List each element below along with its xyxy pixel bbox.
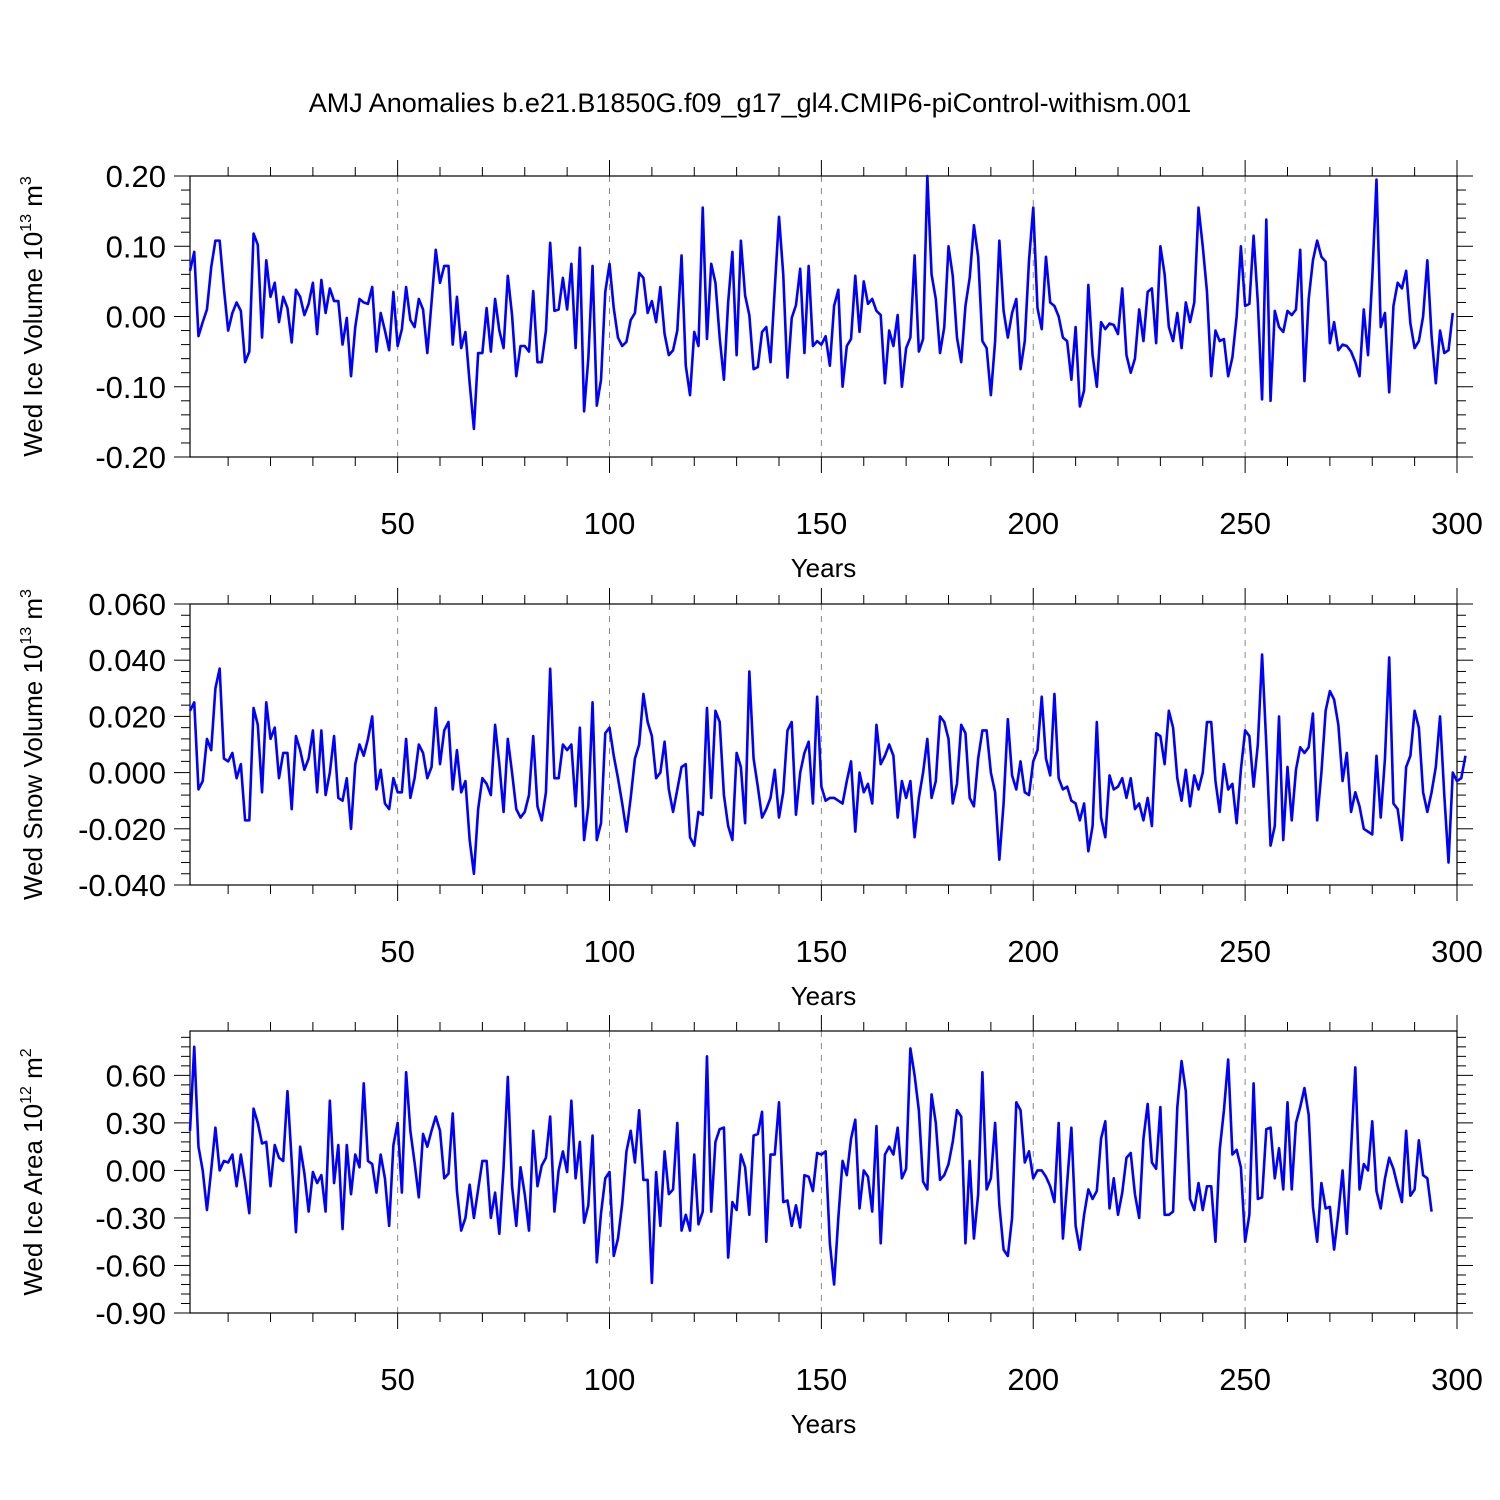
x-tick-label: 200 xyxy=(1007,506,1059,541)
x-tick-label: 300 xyxy=(1431,934,1483,969)
series-line xyxy=(188,174,1455,431)
x-tick-label: 250 xyxy=(1219,506,1271,541)
x-tick-label: 50 xyxy=(380,934,414,969)
y-tick-label: 0.30 xyxy=(106,1106,166,1141)
y-tick-label: 0.040 xyxy=(88,643,166,678)
y-tick-label: 0.20 xyxy=(106,159,166,194)
x-tick-label: 250 xyxy=(1219,1362,1271,1397)
y-tick-label: -0.040 xyxy=(78,868,166,903)
plot-frame xyxy=(189,1030,1458,1314)
x-axis-label: Years xyxy=(791,981,857,1011)
x-tick-label: 50 xyxy=(380,1362,414,1397)
y-tick-label: -0.20 xyxy=(95,440,166,475)
y-tick-label: 0.60 xyxy=(106,1058,166,1093)
x-tick-label: 100 xyxy=(584,934,636,969)
ice-area-panel: -0.90 -0.60 -0.30 0.00 0.30 0.60 50 100 150 200 25… xyxy=(18,1015,1483,1439)
y-tick-label: 0.060 xyxy=(88,587,166,622)
y-axis-label: Wed Ice Area 1012 m2 xyxy=(18,1048,48,1295)
x-axis-label: Years xyxy=(791,1409,857,1439)
y-tick-label: -0.60 xyxy=(95,1248,166,1283)
x-tick-label: 100 xyxy=(584,506,636,541)
snow-volume-panel: -0.040 -0.020 0.000 0.020 0.040 0.060 50 100 150… xyxy=(18,587,1483,1011)
series-line xyxy=(188,1045,1433,1286)
ice-volume-panel: -0.20 -0.10 0.00 0.10 0.20 50 100 150 200 250 300 Y… xyxy=(18,159,1483,583)
x-tick-label: 50 xyxy=(380,506,414,541)
y-tick-label: -0.020 xyxy=(78,812,166,847)
x-tick-label: 150 xyxy=(796,934,848,969)
y-tick-label: 0.10 xyxy=(106,229,166,264)
plot-frame xyxy=(189,175,1458,458)
x-tick-label: 200 xyxy=(1007,934,1059,969)
chart-title: AMJ Anomalies b.e21.B1850G.f09_g17_gl4.C… xyxy=(309,88,1191,118)
x-tick-label: 100 xyxy=(584,1362,636,1397)
x-axis-label: Years xyxy=(791,553,857,583)
x-tick-label: 150 xyxy=(796,506,848,541)
y-tick-label: -0.10 xyxy=(95,370,166,405)
y-tick-label: 0.00 xyxy=(106,1153,166,1188)
y-axis-label: Wed Snow Volume 1013 m3 xyxy=(18,589,48,900)
y-tick-label: -0.30 xyxy=(95,1201,166,1236)
x-tick-label: 250 xyxy=(1219,934,1271,969)
y-tick-label: 0.00 xyxy=(106,300,166,335)
x-tick-label: 300 xyxy=(1431,506,1483,541)
plot-frame xyxy=(189,603,1458,886)
y-tick-label: 0.020 xyxy=(88,699,166,734)
y-tick-label: -0.90 xyxy=(95,1296,166,1331)
x-tick-label: 200 xyxy=(1007,1362,1059,1397)
x-tick-label: 300 xyxy=(1431,1362,1483,1397)
series-line xyxy=(188,653,1467,876)
y-tick-label: 0.000 xyxy=(88,756,166,791)
y-axis-label: Wed Ice Volume 1013 m3 xyxy=(18,176,48,457)
x-tick-label: 150 xyxy=(796,1362,848,1397)
